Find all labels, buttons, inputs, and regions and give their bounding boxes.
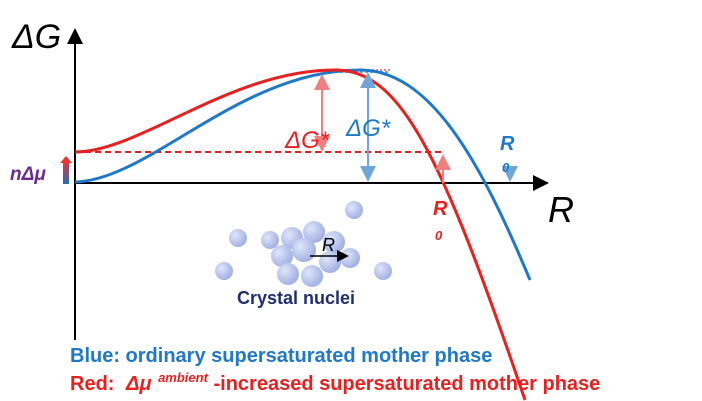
red-legend-suffix: -increased supersaturated mother phase — [213, 373, 600, 395]
n-delta-mu-label: nΔμ — [10, 164, 46, 185]
blue-barrier-label: ΔG* — [345, 115, 391, 142]
blue-legend: Blue: ordinary supersaturated mother pha… — [70, 345, 492, 367]
delta-mu-arrowhead — [60, 156, 72, 163]
red-legend-symbol: Δμ — [125, 373, 152, 395]
delta-mu-gauge — [63, 162, 69, 184]
diagram: ΔG R ΔG* ΔG* R 0 R 0 nΔμ R Crystal nucle… — [0, 0, 702, 401]
page: {"axes": {"y_label": "ΔG", "x_label": "R… — [0, 0, 702, 401]
red-r0-subscript: 0 — [435, 228, 443, 243]
nuclei-illustration — [215, 201, 392, 287]
red-barrier-label: ΔG* — [284, 127, 330, 154]
blue-r0-subscript: 0 — [502, 160, 510, 175]
blue-r0-symbol: R — [500, 133, 515, 155]
nuclei-label: Crystal nuclei — [237, 288, 355, 308]
red-r0-symbol: R — [433, 198, 448, 220]
red-legend-superscript: ambient — [158, 370, 209, 385]
y-axis-label: ΔG — [11, 18, 61, 56]
x-axis-label: R — [548, 189, 574, 230]
red-legend-prefix: Red: — [70, 373, 114, 395]
radius-label: R — [322, 235, 335, 255]
red-legend: Red: Δμ ambient -increased supersaturate… — [70, 365, 600, 395]
